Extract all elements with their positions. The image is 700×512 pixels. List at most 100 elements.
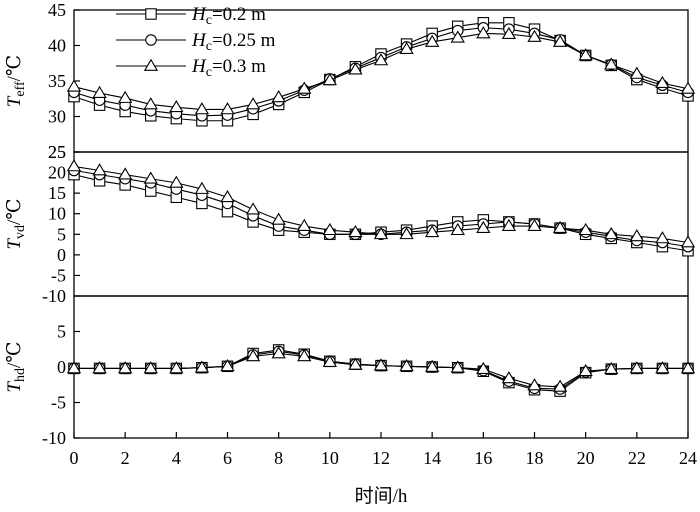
y-tick-label: 10 [48, 204, 66, 224]
data-point [143, 171, 158, 184]
data-point [66, 79, 82, 92]
data-point [322, 354, 337, 367]
data-point [220, 189, 235, 203]
data-point [348, 357, 363, 370]
panel-1: 25 30 35 40 45 Teff/℃ [4, 0, 696, 162]
data-point [552, 34, 568, 47]
data-point [629, 66, 644, 79]
data-point [578, 48, 593, 61]
series-line [73, 27, 689, 117]
data-point [66, 361, 82, 374]
data-point [680, 81, 696, 94]
data-point [118, 167, 133, 180]
x-tick-label: 14 [423, 448, 441, 468]
data-point [629, 361, 644, 374]
x-axis-title: 时间/h [355, 485, 408, 507]
data-point [297, 349, 312, 362]
data-point [604, 227, 619, 240]
data-point [399, 227, 414, 240]
data-point [373, 53, 389, 66]
data-point [271, 212, 286, 225]
legend-entry: Hc=0.3 m [116, 56, 266, 80]
series-square [68, 17, 694, 127]
panel-3: -10 -5 0 5 Thd/℃ [4, 295, 696, 448]
panel-frame [73, 151, 689, 297]
x-tick-label: 4 [172, 448, 181, 468]
x-tick-label: 16 [474, 448, 492, 468]
data-point [297, 81, 312, 94]
y-tick-label: -10 [42, 428, 66, 448]
data-point [245, 97, 261, 110]
data-point [680, 235, 696, 248]
y-tick-label: 15 [48, 183, 66, 203]
legend-label: Hc=0.3 m [191, 56, 266, 80]
y-tick-label: 5 [57, 322, 66, 342]
data-point [527, 378, 542, 391]
data-point [143, 97, 158, 110]
data-point [450, 360, 465, 373]
legend: Hc=0.2 mHc=0.25 mHc=0.3 m [116, 4, 276, 80]
data-point [399, 359, 414, 372]
data-point [425, 224, 440, 238]
y-tick-label: 45 [48, 0, 66, 20]
data-point [399, 41, 414, 54]
data-point [501, 371, 517, 384]
x-tick-label: 18 [526, 448, 544, 468]
data-point [655, 75, 670, 89]
y-axis-title: Thd/℃ [4, 341, 28, 392]
data-point [194, 360, 210, 373]
y-tick-label: 0 [57, 357, 66, 377]
data-point [450, 30, 465, 43]
data-point [655, 361, 670, 374]
legend-entry: Hc=0.25 m [116, 30, 276, 54]
y-tick-label: 40 [48, 36, 66, 56]
series-triangle [66, 346, 696, 392]
data-point [501, 218, 517, 231]
data-point [527, 29, 542, 42]
legend-label: Hc=0.2 m [191, 4, 266, 28]
data-point [578, 222, 593, 236]
data-point [476, 26, 491, 39]
data-point [169, 175, 184, 188]
data-point [425, 359, 440, 372]
x-tick-label: 8 [274, 448, 283, 468]
y-tick-label: 30 [48, 107, 66, 127]
data-point [92, 85, 107, 98]
data-point [271, 90, 286, 103]
y-tick-label: 35 [48, 71, 66, 91]
data-point [322, 73, 337, 86]
data-point [271, 346, 286, 359]
data-point [220, 102, 235, 115]
x-tick-label: 22 [628, 448, 646, 468]
data-point [476, 361, 491, 375]
y-axis-title: Teff/℃ [4, 55, 28, 107]
data-point [501, 26, 517, 40]
x-tick-label: 0 [70, 448, 79, 468]
y-tick-label: 25 [48, 142, 66, 162]
y-tick-label: 0 [57, 245, 66, 265]
data-point [92, 361, 107, 374]
data-point [220, 359, 235, 372]
y-tick-label: -5 [51, 393, 66, 413]
x-tick-label: 10 [321, 448, 339, 468]
data-point [680, 361, 696, 374]
y-tick-label: -10 [42, 286, 66, 306]
x-tick-label: 20 [577, 448, 595, 468]
data-point [604, 361, 619, 375]
data-point [169, 361, 184, 374]
data-point [604, 57, 619, 70]
data-point [552, 220, 568, 234]
data-point [578, 363, 593, 377]
y-tick-label: -5 [51, 265, 66, 285]
data-point [527, 218, 542, 231]
data-point [118, 90, 133, 103]
data-point [373, 227, 389, 240]
data-point [194, 102, 210, 115]
data-point [297, 218, 312, 231]
y-axis-title: Tvd/℃ [4, 198, 28, 249]
data-point [373, 358, 389, 371]
x-tick-label: 24 [679, 448, 697, 468]
data-point [92, 163, 107, 176]
data-point [118, 361, 133, 374]
